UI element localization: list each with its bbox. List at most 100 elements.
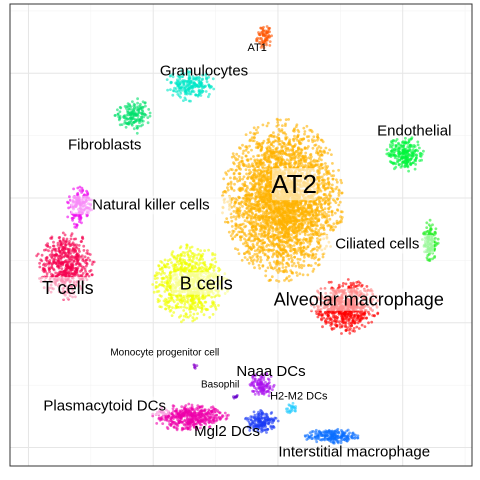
- data-point: [255, 255, 259, 259]
- data-point: [300, 218, 304, 221]
- data-point: [76, 273, 80, 277]
- data-point: [289, 254, 293, 257]
- data-point: [414, 163, 417, 166]
- data-point: [179, 86, 183, 90]
- data-point: [254, 232, 258, 236]
- data-point: [68, 195, 71, 199]
- data-point: [232, 154, 236, 158]
- data-point: [132, 113, 136, 116]
- data-point: [169, 88, 172, 91]
- data-point: [119, 106, 123, 110]
- data-point: [239, 203, 243, 206]
- data-point: [183, 90, 187, 94]
- data-point: [180, 75, 184, 79]
- data-point: [327, 203, 330, 207]
- data-point: [265, 38, 269, 42]
- data-point: [284, 162, 288, 165]
- data-point: [189, 92, 193, 96]
- data-point: [261, 264, 265, 267]
- data-point: [77, 254, 81, 258]
- data-point: [309, 157, 313, 161]
- data-point: [53, 258, 57, 261]
- data-point: [295, 137, 298, 140]
- data-point: [78, 185, 82, 189]
- data-point: [268, 261, 272, 265]
- data-point: [59, 262, 63, 266]
- data-point: [72, 216, 76, 220]
- data-point: [302, 264, 306, 268]
- data-point: [255, 158, 259, 162]
- data-point: [58, 239, 62, 243]
- data-point: [270, 213, 274, 217]
- data-point: [277, 137, 280, 141]
- data-point: [261, 123, 265, 127]
- data-point: [91, 260, 95, 264]
- data-point: [293, 144, 297, 148]
- data-point: [71, 261, 74, 265]
- data-point: [314, 227, 318, 231]
- data-point: [230, 168, 234, 172]
- data-point: [299, 226, 303, 230]
- data-point: [303, 165, 307, 169]
- data-point: [69, 237, 73, 241]
- data-point: [89, 269, 93, 272]
- data-point: [63, 246, 67, 250]
- data-point: [272, 131, 275, 135]
- data-point: [256, 222, 260, 226]
- data-point: [323, 207, 327, 211]
- data-point: [174, 81, 178, 85]
- data-point: [320, 213, 324, 217]
- data-point: [259, 260, 262, 264]
- data-point: [249, 131, 252, 135]
- data-point: [244, 168, 248, 172]
- data-point: [292, 247, 296, 251]
- data-point: [300, 138, 304, 142]
- data-point: [275, 259, 279, 263]
- data-point: [188, 70, 192, 74]
- data-point: [306, 220, 310, 224]
- data-point: [337, 203, 341, 207]
- data-point: [334, 225, 337, 229]
- data-point: [261, 173, 265, 177]
- data-point: [331, 169, 335, 173]
- data-point: [251, 225, 255, 229]
- data-point: [242, 213, 246, 217]
- data-point: [310, 256, 314, 260]
- data-point: [265, 25, 269, 28]
- data-point: [292, 244, 296, 247]
- data-point: [86, 249, 89, 253]
- data-point: [138, 121, 141, 125]
- data-point: [62, 250, 66, 254]
- data-point: [255, 235, 259, 239]
- data-point: [313, 208, 317, 212]
- data-point: [257, 199, 261, 203]
- data-point: [311, 146, 315, 150]
- data-point: [258, 37, 262, 40]
- data-point: [302, 237, 306, 241]
- data-point: [294, 156, 297, 159]
- data-point: [263, 198, 266, 202]
- data-point: [68, 247, 71, 251]
- data-point: [236, 212, 240, 216]
- data-point: [320, 138, 324, 142]
- data-point: [182, 99, 185, 102]
- data-point: [306, 245, 310, 249]
- data-point: [62, 239, 66, 243]
- data-point: [291, 264, 294, 268]
- data-point: [328, 190, 332, 194]
- cluster-points: [165, 69, 216, 103]
- data-point: [303, 221, 306, 225]
- data-point: [260, 44, 264, 48]
- data-point: [294, 161, 298, 165]
- data-point: [264, 166, 267, 170]
- data-point: [252, 203, 256, 207]
- data-point: [340, 181, 343, 185]
- data-point: [291, 138, 295, 141]
- data-point: [267, 26, 271, 30]
- data-point: [316, 263, 320, 267]
- data-point: [262, 25, 265, 29]
- data-point: [390, 149, 394, 153]
- data-point: [239, 238, 243, 242]
- data-point: [258, 183, 262, 187]
- data-point: [300, 263, 303, 267]
